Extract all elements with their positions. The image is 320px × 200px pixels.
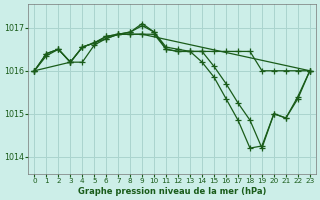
X-axis label: Graphe pression niveau de la mer (hPa): Graphe pression niveau de la mer (hPa)	[78, 187, 266, 196]
